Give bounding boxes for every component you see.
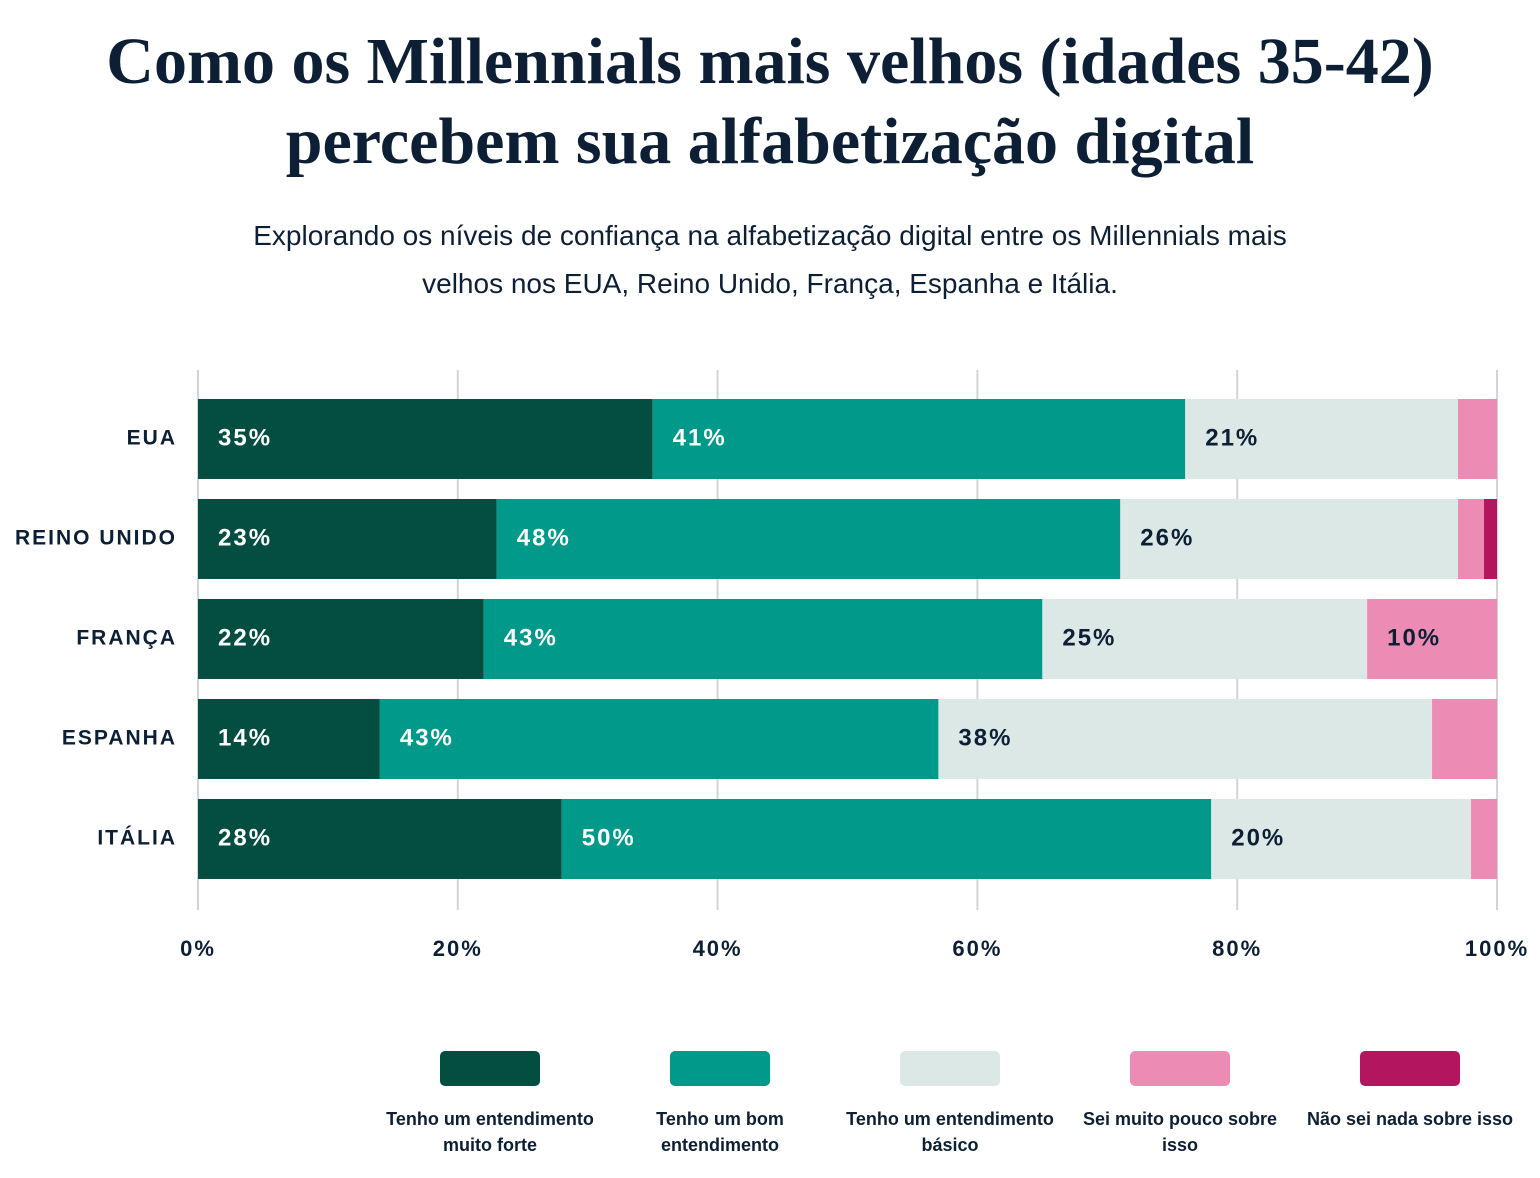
value-label: 50%: [582, 824, 636, 851]
chart: 0% 20% 40% 60% 80% 100% EUA 35% 41% 21% REINO UNID…: [15, 370, 1529, 961]
value-label: 20%: [1231, 824, 1285, 851]
x-tick-label: 60%: [952, 936, 1002, 961]
legend-swatch: [440, 1051, 540, 1086]
x-tick-label: 40%: [693, 936, 743, 961]
legend-label: Tenho um entendimento muito forte: [386, 1109, 594, 1155]
value-label: 23%: [218, 524, 272, 551]
value-label: 48%: [517, 524, 571, 551]
bar-segment: [198, 399, 653, 479]
chart-title: Como os Millennials mais velhos (idades …: [106, 25, 1434, 178]
value-label: 21%: [1205, 424, 1259, 451]
y-tick-label: ITÁLIA: [97, 827, 177, 850]
value-label: 43%: [400, 724, 454, 751]
value-label: 43%: [504, 624, 558, 651]
legend-label: Tenho um entendimento básico: [846, 1109, 1054, 1155]
legend-swatch: [1360, 1051, 1460, 1086]
value-label: 10%: [1387, 624, 1441, 651]
bar-segment: [561, 799, 1212, 879]
value-label: 41%: [673, 424, 727, 451]
chart-subtitle: Explorando os níveis de confiança na alf…: [253, 220, 1287, 299]
value-label: 28%: [218, 824, 272, 851]
legend-swatch: [1130, 1051, 1230, 1086]
x-tick-label: 0%: [180, 936, 216, 961]
legend-swatch: [900, 1051, 1000, 1086]
bar-segment: [198, 499, 497, 579]
bar-segment: [198, 599, 484, 679]
bar-segment: [938, 699, 1433, 779]
bar-segment: [198, 699, 380, 779]
bar-segment: [1458, 399, 1497, 479]
bar-segment: [496, 499, 1121, 579]
value-label: 25%: [1062, 624, 1116, 651]
bar-segment: [483, 599, 1043, 679]
bar-segment: [1185, 399, 1459, 479]
legend-label: Sei muito pouco sobre isso: [1082, 1109, 1278, 1155]
bar-segment: [1042, 599, 1368, 679]
x-tick-label: 100%: [1465, 936, 1529, 961]
bar-segment: [1471, 799, 1497, 879]
value-label: 35%: [218, 424, 272, 451]
bar-segment: [1211, 799, 1472, 879]
x-tick-label: 80%: [1212, 936, 1262, 961]
y-tick-label: FRANÇA: [76, 627, 177, 650]
bar-segment: [1120, 499, 1459, 579]
legend-label: Tenho um bom entendimento: [656, 1109, 784, 1155]
y-tick-label: REINO UNIDO: [15, 527, 177, 550]
legend-label: Não sei nada sobre isso: [1306, 1109, 1514, 1129]
value-label: 22%: [218, 624, 272, 651]
bar-segment: [1458, 499, 1485, 579]
legend-swatch: [670, 1051, 770, 1086]
bar-segment: [652, 399, 1186, 479]
bar-segment: [1432, 699, 1497, 779]
y-tick-label: ESPANHA: [62, 727, 177, 750]
y-tick-label: EUA: [127, 427, 177, 450]
bar-segment: [379, 699, 939, 779]
bar-segment: [198, 799, 562, 879]
bar-segment: [1367, 599, 1497, 679]
value-label: 14%: [218, 724, 272, 751]
bar-segment: [1484, 499, 1497, 579]
x-tick-label: 20%: [433, 936, 483, 961]
value-label: 26%: [1140, 524, 1194, 551]
value-label: 38%: [958, 724, 1012, 751]
